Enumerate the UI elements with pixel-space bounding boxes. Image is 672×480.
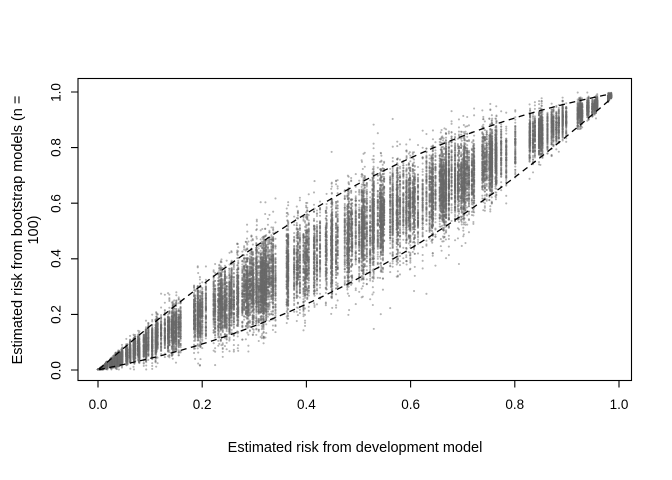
x-axis-label: Estimated risk from development model	[227, 440, 483, 456]
x-tick-label: 0.4	[297, 397, 316, 412]
y-tick-label: 0.0	[48, 360, 64, 380]
x-tick-label: 0.0	[88, 397, 108, 412]
y-tick-label: 0.4	[48, 249, 64, 269]
y-tick-label: 1.0	[48, 82, 64, 102]
x-tick-label: 1.0	[609, 397, 629, 412]
y-tick-label: 0.8	[48, 138, 64, 157]
y-tick-label: 0.6	[48, 193, 64, 213]
y-tick-label: 0.2	[48, 305, 64, 324]
y-axis-label: Estimated risk from bootstrap models (n …	[10, 95, 42, 365]
x-tick-label: 0.2	[192, 397, 212, 412]
x-tick-label: 0.8	[505, 397, 525, 412]
x-tick-label: 0.6	[401, 397, 420, 412]
